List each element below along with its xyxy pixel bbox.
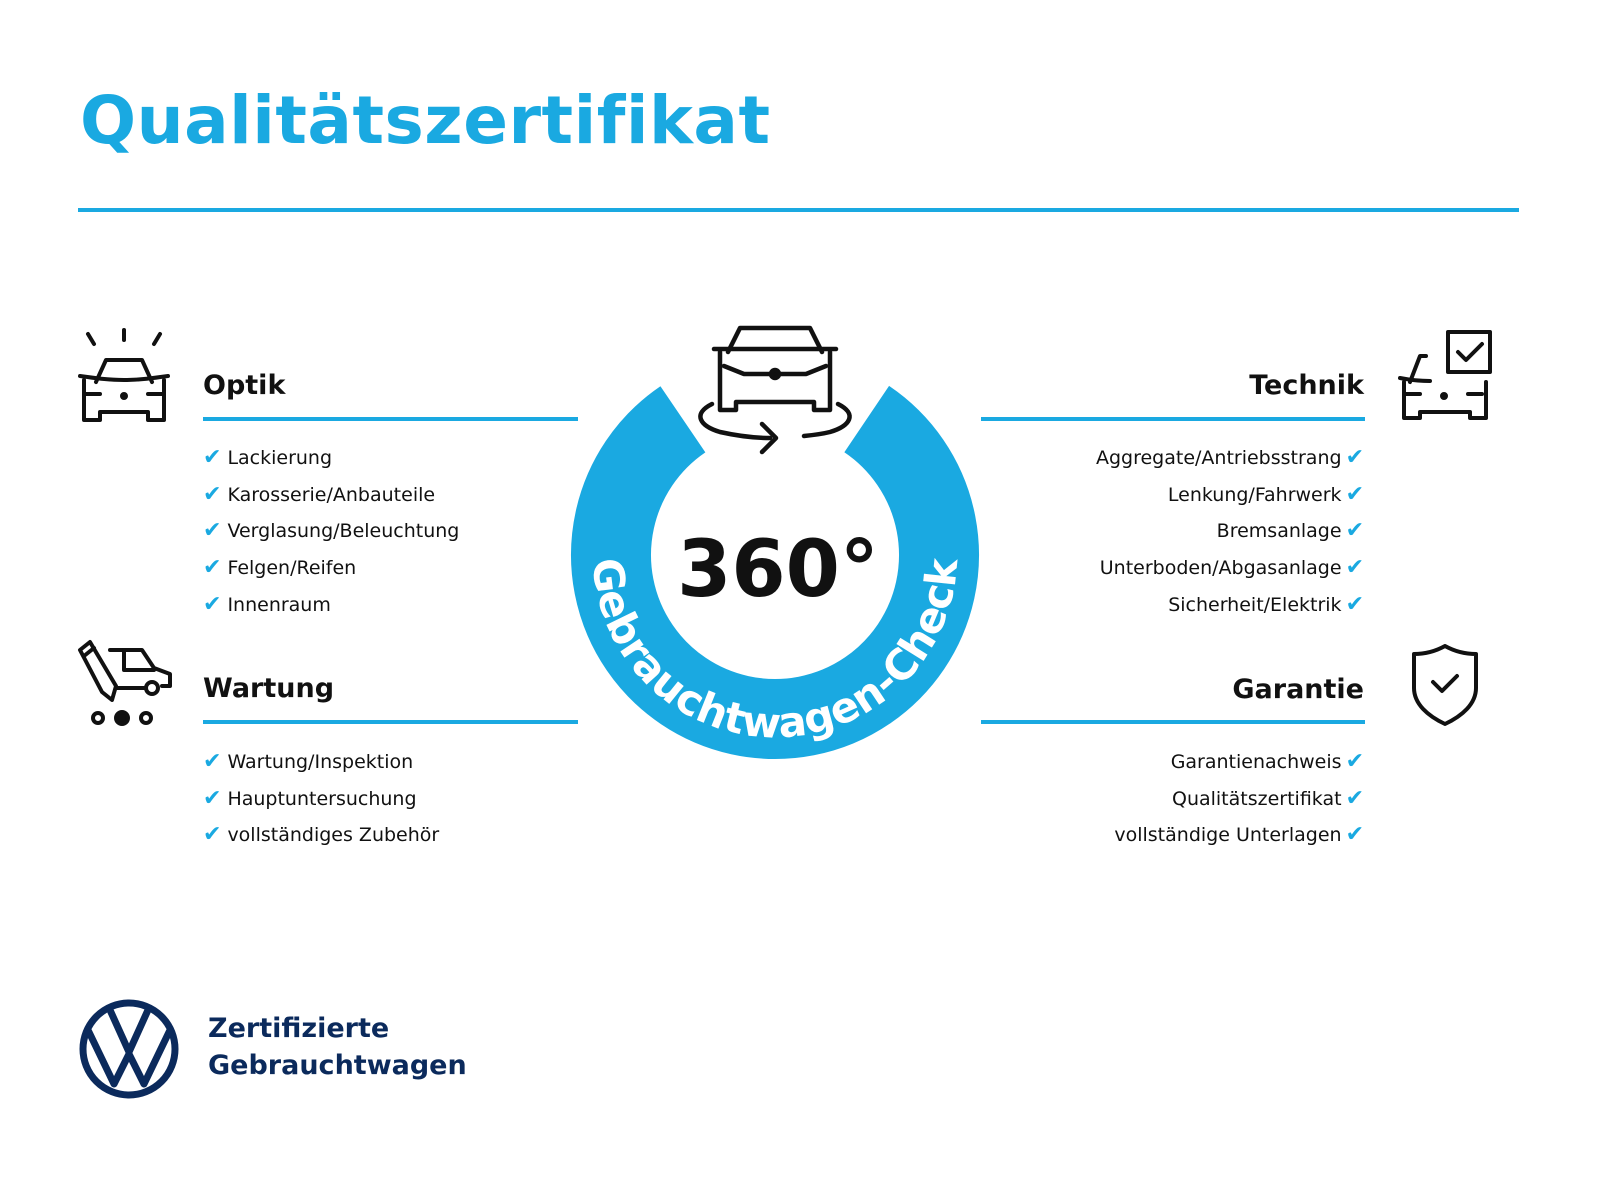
wartung-heading: Wartung xyxy=(203,673,335,704)
technik-underline xyxy=(981,417,1365,421)
list-item: Unterboden/Abgasanlage ✔ xyxy=(1099,555,1364,581)
check-icon: ✔ xyxy=(203,785,222,811)
list-item: ✔ Felgen/Reifen xyxy=(203,555,357,581)
list-item: ✔ vollständiges Zubehör xyxy=(203,822,440,848)
car-rotate-icon xyxy=(698,325,852,455)
garantie-heading: Garantie xyxy=(1232,674,1364,705)
shield-check-icon xyxy=(1412,644,1478,726)
check-icon: ✔ xyxy=(1345,785,1364,811)
list-item: ✔ Karosserie/Anbauteile xyxy=(203,481,436,507)
check-icon: ✔ xyxy=(1345,822,1364,848)
check-icon: ✔ xyxy=(1345,445,1364,470)
wartung-underline xyxy=(203,720,578,724)
technik-heading: Technik xyxy=(1249,370,1364,401)
footer-line1: Zertifizierte xyxy=(208,1013,390,1044)
check-icon: ✔ xyxy=(1345,481,1364,507)
car-lights-icon xyxy=(78,328,170,422)
list-item: ✔ Wartung/Inspektion xyxy=(203,749,414,774)
footer-line2: Gebrauchtwagen xyxy=(208,1050,467,1081)
list-item: Bremsanlage ✔ xyxy=(1216,518,1364,544)
check-icon: ✔ xyxy=(1345,749,1364,774)
wartung-list: ✔ Wartung/Inspektion ✔ Hauptuntersuchung ✔… xyxy=(203,744,439,854)
check-icon: ✔ xyxy=(1345,518,1364,544)
optik-list: ✔ Lackierung ✔ Karosserie/Anbauteile ✔ Verg… xyxy=(203,440,459,624)
check-icon: ✔ xyxy=(203,481,222,507)
garantie-underline xyxy=(981,720,1365,724)
check-icon: ✔ xyxy=(1345,555,1364,581)
list-item: ✔ Hauptuntersuchung xyxy=(203,785,417,811)
check-icon: ✔ xyxy=(203,749,222,774)
list-item: Lenkung/Fahrwerk ✔ xyxy=(1167,481,1364,507)
list-item: ✔ Lackierung xyxy=(203,445,333,470)
check-icon: ✔ xyxy=(203,445,222,470)
footer-brand-text: Zertifizierte Gebrauchtwagen xyxy=(208,1010,467,1084)
list-item: ✔ Innenraum xyxy=(203,591,331,617)
check-icon: ✔ xyxy=(1345,591,1364,617)
check-icon: ✔ xyxy=(203,518,222,544)
list-item: Sicherheit/Elektrik ✔ xyxy=(1168,591,1364,617)
technik-list: Aggregate/Antriebsstrang ✔ Lenkung/Fahrwe… xyxy=(1096,440,1364,624)
optik-underline xyxy=(203,417,578,421)
list-item: Qualitätszertifikat ✔ xyxy=(1171,785,1364,811)
vw-logo xyxy=(79,999,179,1099)
garantie-list: Garantienachweis ✔ Qualitätszertifikat ✔ v… xyxy=(1114,744,1364,854)
check-icon: ✔ xyxy=(203,822,222,848)
list-item: vollständige Unterlagen ✔ xyxy=(1114,822,1364,848)
page-title: Qualitätszertifikat xyxy=(80,82,771,159)
list-item: Garantienachweis ✔ xyxy=(1170,749,1364,774)
van-pencil-icon xyxy=(78,640,172,726)
list-item: Aggregate/Antriebsstrang ✔ xyxy=(1095,445,1364,470)
list-item: ✔ Verglasung/Beleuchtung xyxy=(203,518,460,544)
title-divider xyxy=(78,208,1519,212)
car-checkbox-icon xyxy=(1398,330,1492,420)
badge-ring xyxy=(571,351,979,759)
check-icon: ✔ xyxy=(203,591,222,617)
badge-360-label: 360° xyxy=(677,525,879,615)
optik-heading: Optik xyxy=(203,370,286,401)
check-icon: ✔ xyxy=(203,555,222,581)
